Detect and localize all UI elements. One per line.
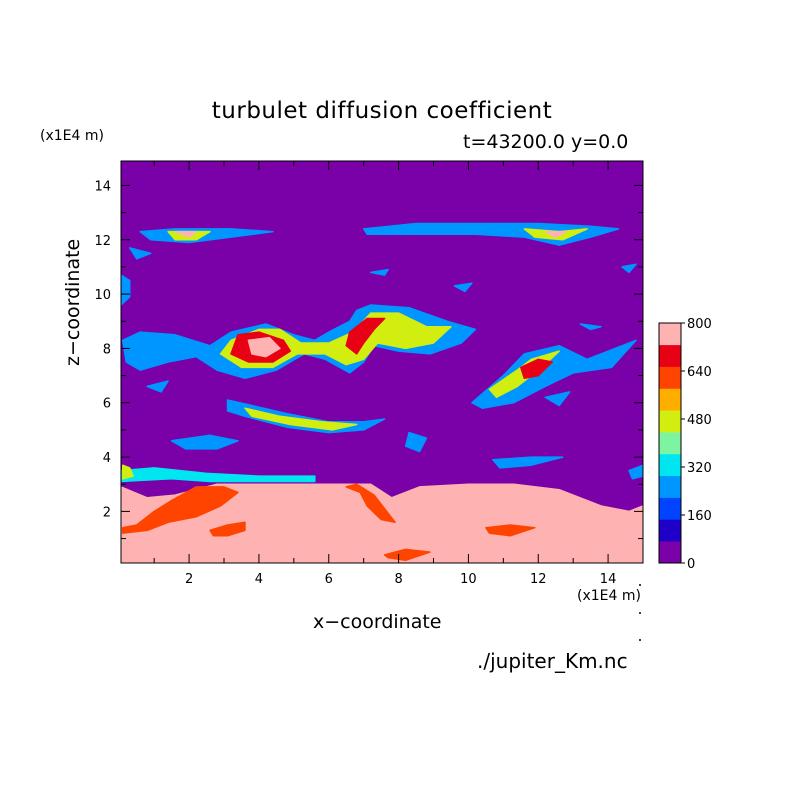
contour-region-1 xyxy=(121,486,239,534)
colorbar-tick-label: 320 xyxy=(687,461,712,476)
y-tick-label: 8 xyxy=(103,342,111,357)
corner-marks xyxy=(639,584,641,641)
y-tick-label: 12 xyxy=(94,234,111,249)
colorbar-tick-label: 160 xyxy=(687,509,712,524)
chart-title: turbulet diffusion coefficient xyxy=(211,98,553,124)
y-tick-label: 10 xyxy=(94,288,111,303)
y-tick-label: 14 xyxy=(94,179,111,194)
contour-region-31 xyxy=(345,317,386,355)
contour-region-3 xyxy=(209,521,246,537)
x-axis-ticks: 2 4 6 8 10 12 14 xyxy=(153,161,617,587)
contour-region-22 xyxy=(146,380,169,393)
contour-region-16 xyxy=(628,464,643,480)
y-tick-label: 2 xyxy=(103,505,111,520)
contour-region-13 xyxy=(404,431,428,453)
contour-region-27 xyxy=(244,407,358,431)
colorbar-swatch xyxy=(659,519,681,542)
colorbar-tick-label: 480 xyxy=(687,413,712,428)
contour-region-14 xyxy=(492,456,564,469)
contour-region-2 xyxy=(345,483,396,524)
contour-region-19 xyxy=(369,268,389,276)
contour-region-12 xyxy=(170,434,239,450)
colorbar-swatch xyxy=(659,388,681,411)
y-tick-label: 4 xyxy=(103,451,111,466)
colorbar-swatch xyxy=(659,475,681,498)
colorbar-swatch xyxy=(659,453,681,477)
colorbar-tick-label: 800 xyxy=(687,317,712,332)
colorbar-swatch xyxy=(659,344,681,367)
contour-region-5 xyxy=(383,548,431,562)
colorbar-tick-label: 0 xyxy=(687,557,695,572)
x-tick-label: 12 xyxy=(530,572,547,587)
contour-region-15 xyxy=(121,464,134,480)
x-axis-label: x−coordinate xyxy=(313,611,442,633)
contour-region-23 xyxy=(544,391,571,407)
colorbar-swatch xyxy=(659,497,681,520)
contour-region-24 xyxy=(579,323,602,331)
contour-region-0 xyxy=(121,483,643,563)
x-tick-label: 14 xyxy=(600,572,617,587)
contour-regions xyxy=(121,222,643,563)
contour-region-33 xyxy=(247,336,281,358)
y-axis-unit: (x1E4 m) xyxy=(40,128,104,144)
x-tick-label: 2 xyxy=(185,572,193,587)
source-filename: ./jupiter_Km.nc xyxy=(477,649,628,673)
x-tick-label: 10 xyxy=(460,572,477,587)
contour-region-4 xyxy=(485,524,536,537)
colorbar-tick-label: 640 xyxy=(687,365,712,380)
x-tick-label: 8 xyxy=(394,572,402,587)
x-axis-unit: (x1E4 m) xyxy=(577,588,641,604)
chart-subtitle: t=43200.0 y=0.0 xyxy=(463,131,629,153)
plot-frame xyxy=(120,160,644,564)
colorbar-swatch xyxy=(659,323,681,346)
y-axis-ticks: 2 4 6 8 10 12 14 xyxy=(94,179,643,540)
y-axis-label: z−coordinate xyxy=(62,238,84,366)
contour-region-34 xyxy=(174,230,197,238)
colorbar-swatch xyxy=(659,432,681,455)
colorbar-swatch xyxy=(659,410,681,433)
colorbar-swatch xyxy=(659,366,681,389)
contour-region-21 xyxy=(621,263,637,274)
contour-region-6 xyxy=(121,467,316,483)
contour-region-17 xyxy=(121,274,131,306)
y-tick-label: 6 xyxy=(103,397,111,412)
contour-region-20 xyxy=(453,282,473,293)
colorbar-swatch xyxy=(659,541,681,564)
x-tick-label: 4 xyxy=(255,572,263,587)
x-tick-label: 6 xyxy=(325,572,333,587)
contour-region-8 xyxy=(471,339,637,409)
colorbar: 0 160 320 480 640 800 xyxy=(658,317,712,572)
contour-region-32 xyxy=(520,358,553,380)
contour-region-35 xyxy=(544,230,567,238)
plot-area xyxy=(121,161,643,563)
contour-region-18 xyxy=(128,247,152,260)
colorbar-frame xyxy=(658,322,682,564)
